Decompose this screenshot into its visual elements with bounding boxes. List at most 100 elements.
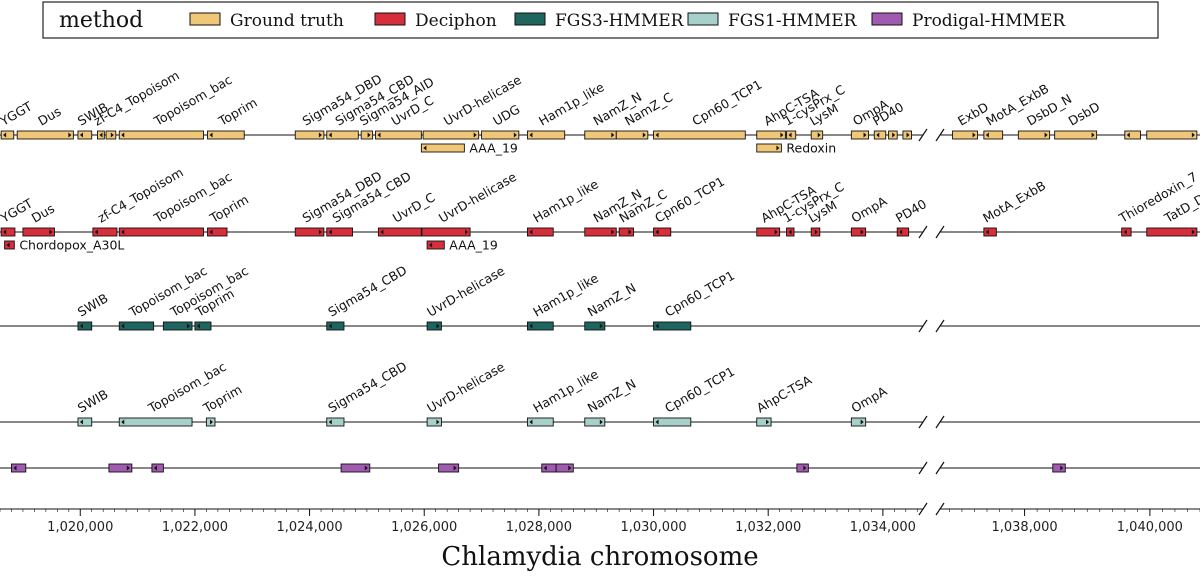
strand-arrow — [642, 132, 646, 138]
strand-arrow — [429, 242, 433, 248]
gene-label: Toprim — [215, 95, 260, 129]
x-axis-label: Chlamydia chromosome — [441, 542, 758, 572]
gene-ground-truth-namz-c — [615, 130, 649, 140]
gene-ground-truth-unlabeled — [1146, 130, 1198, 140]
strand-arrow — [628, 229, 632, 235]
strand-arrow — [1123, 229, 1127, 235]
strand-arrow — [513, 132, 517, 138]
legend-label: FGS1-HMMER — [728, 11, 858, 31]
gene-deciphon-sigma54-cbd — [326, 227, 354, 237]
strand-arrow — [529, 323, 533, 329]
strand-arrow — [436, 419, 440, 425]
legend-swatch — [374, 12, 406, 26]
strand-arrow — [121, 323, 125, 329]
gene-label: UvrD-helicase — [424, 263, 507, 320]
gene-fgs1-hmmer-ham1p-like — [526, 417, 554, 427]
strand-arrow — [3, 132, 7, 138]
strand-arrow — [788, 132, 792, 138]
strand-arrow — [1191, 229, 1195, 235]
axis-break-mark — [918, 319, 928, 333]
legend-box — [42, 1, 1159, 39]
gene-prodigal-hmmer-unlabeled — [151, 463, 164, 473]
gene-ground-truth-ham1p-like — [526, 130, 566, 140]
strand-arrow — [599, 323, 603, 329]
strand-arrow — [68, 132, 72, 138]
strand-arrow — [860, 419, 864, 425]
strand-arrow — [318, 229, 322, 235]
gene-label: SWIB — [75, 386, 111, 415]
gene-label: AAA_19 — [449, 238, 498, 253]
strand-arrow — [788, 229, 792, 235]
gene-fgs1-hmmer-ahpc-tsa — [756, 417, 772, 427]
strand-arrow — [1191, 132, 1195, 138]
strand-arrow — [906, 132, 910, 138]
x-tick-label: 1,020,000 — [47, 520, 113, 535]
gene-ground-truth-swib — [77, 130, 93, 140]
gene-prodigal-hmmer-unlabeled — [108, 463, 133, 473]
gene-deciphon-pd40 — [896, 227, 910, 237]
x-tick-label: 1,038,000 — [991, 520, 1057, 535]
legend-swatch — [871, 12, 903, 26]
gene-ground-truth-redoxin — [756, 143, 782, 153]
gene-ground-truth-dsbd-n — [1017, 130, 1051, 140]
strand-arrow — [367, 132, 371, 138]
gene-label: OmpA — [849, 193, 890, 225]
gene-label: UDG — [490, 101, 522, 128]
gene-fgs3-hmmer-cpn60-tcp1 — [653, 321, 692, 331]
gene-ground-truth-lysm — [810, 130, 824, 140]
gene-ground-truth-uvrd-helicase — [422, 130, 480, 140]
strand-arrow — [94, 229, 98, 235]
gene-ground-truth-udg — [481, 130, 520, 140]
gene-ground-truth-mota-exbb — [983, 130, 1004, 140]
axis-break-mark — [918, 461, 928, 475]
strand-arrow — [153, 465, 157, 471]
axis-break-mark — [918, 502, 928, 516]
gene-deciphon-cpn60-tcp1 — [653, 227, 672, 237]
gene-deciphon-ahpc-tsa — [756, 227, 781, 237]
gene-fgs1-hmmer-sigma54-cbd — [326, 417, 345, 427]
strand-arrow — [49, 229, 53, 235]
strand-arrow — [6, 242, 10, 248]
strand-arrow — [3, 229, 7, 235]
gene-label: Sigma54_CBD — [325, 358, 409, 415]
gene-fgs3-hmmer-ham1p-like — [526, 321, 554, 331]
legend-label: Prodigal-HMMER — [912, 11, 1066, 31]
strand-arrow — [13, 465, 17, 471]
axis-break-mark — [935, 128, 945, 142]
strand-arrow — [436, 323, 440, 329]
strand-arrow — [568, 465, 572, 471]
gene-label: Cpn60_TCP1 — [662, 364, 737, 416]
x-tick-label: 1,030,000 — [620, 520, 686, 535]
gene-fgs1-hmmer-swib — [77, 417, 93, 427]
strand-arrow — [328, 229, 332, 235]
strand-arrow — [121, 132, 125, 138]
gene-ground-truth-topoisom-bac — [118, 130, 204, 140]
gene-deciphon-mota-exbb — [983, 227, 997, 237]
gene-ground-truth-toprim — [207, 130, 245, 140]
legend-label: Ground truth — [230, 11, 344, 31]
strand-arrow — [655, 419, 659, 425]
strand-arrow — [209, 229, 213, 235]
legend-label: FGS3-HMMER — [555, 11, 685, 31]
gene-fgs3-hmmer-swib — [77, 321, 93, 331]
gene-fgs1-hmmer-namz-n — [584, 417, 606, 427]
gene-label: PD40 — [893, 196, 929, 226]
strand-arrow — [543, 465, 547, 471]
strand-arrow — [899, 229, 903, 235]
gene-fgs3-hmmer-topoisom-bac — [162, 321, 193, 331]
gene-fgs3-hmmer-namz-n — [584, 321, 606, 331]
gene-prodigal-hmmer-unlabeled — [438, 463, 460, 473]
gene-ground-truth-uvrd-c — [375, 130, 422, 140]
gene-ground-truth-pd40 — [873, 130, 887, 140]
gene-prodigal-hmmer-unlabeled — [796, 463, 809, 473]
strand-arrow — [209, 132, 213, 138]
gene-prodigal-hmmer-unlabeled — [11, 463, 27, 473]
strand-arrow — [423, 145, 427, 151]
axis-break-mark — [935, 461, 945, 475]
strand-arrow — [803, 465, 807, 471]
strand-arrow — [814, 229, 818, 235]
strand-arrow — [780, 132, 784, 138]
gene-fgs3-hmmer-uvrd-helicase — [426, 321, 442, 331]
gene-fgs1-hmmer-ompa — [850, 417, 867, 427]
